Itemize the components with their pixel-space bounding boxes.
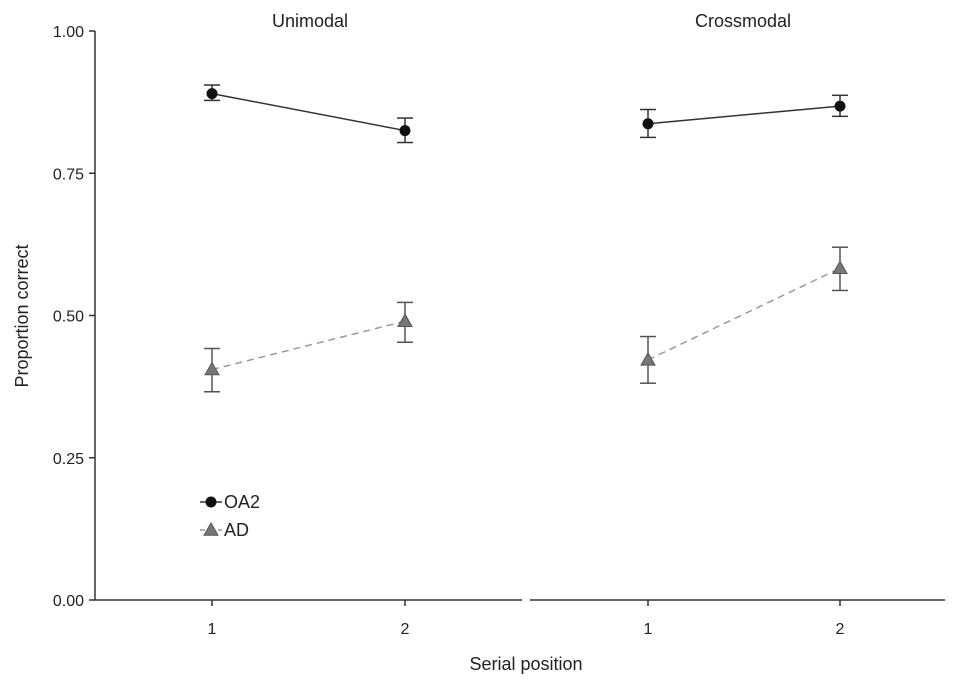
x-tick-label: 1: [208, 621, 217, 638]
legend-label: OA2: [224, 492, 260, 512]
legend-marker-oa2: [205, 496, 217, 508]
series-line-oa2: [211, 92, 406, 132]
y-tick-label: 1.00: [53, 24, 84, 41]
data-point-oa2: [206, 88, 218, 100]
x-tick-label: 2: [836, 621, 845, 638]
y-tick-label: 0.75: [53, 166, 84, 183]
x-axis-label: Serial position: [469, 654, 582, 674]
y-tick-label: 0.50: [53, 309, 84, 326]
data-point-oa2: [834, 100, 846, 112]
data-point-oa2: [399, 125, 411, 137]
y-tick-label: 0.25: [53, 451, 84, 468]
y-tick-label: 0.00: [53, 593, 84, 610]
data-point-ad: [640, 351, 656, 366]
y-axis-label: Proportion correct: [12, 244, 32, 387]
series-line-oa2: [647, 105, 841, 125]
panel-title-crossmodal: Crossmodal: [695, 11, 791, 31]
data-point-ad: [204, 361, 220, 376]
panel-title-unimodal: Unimodal: [272, 11, 348, 31]
x-tick-label: 1: [644, 621, 653, 638]
data-point-ad: [832, 260, 848, 275]
data-point-ad: [397, 313, 413, 327]
series-line-ad: [211, 320, 406, 371]
legend-marker-ad: [203, 521, 219, 536]
x-tick-label: 2: [401, 621, 410, 638]
data-point-oa2: [642, 118, 654, 130]
legend-label: AD: [224, 520, 249, 540]
series-line-ad: [647, 267, 841, 361]
